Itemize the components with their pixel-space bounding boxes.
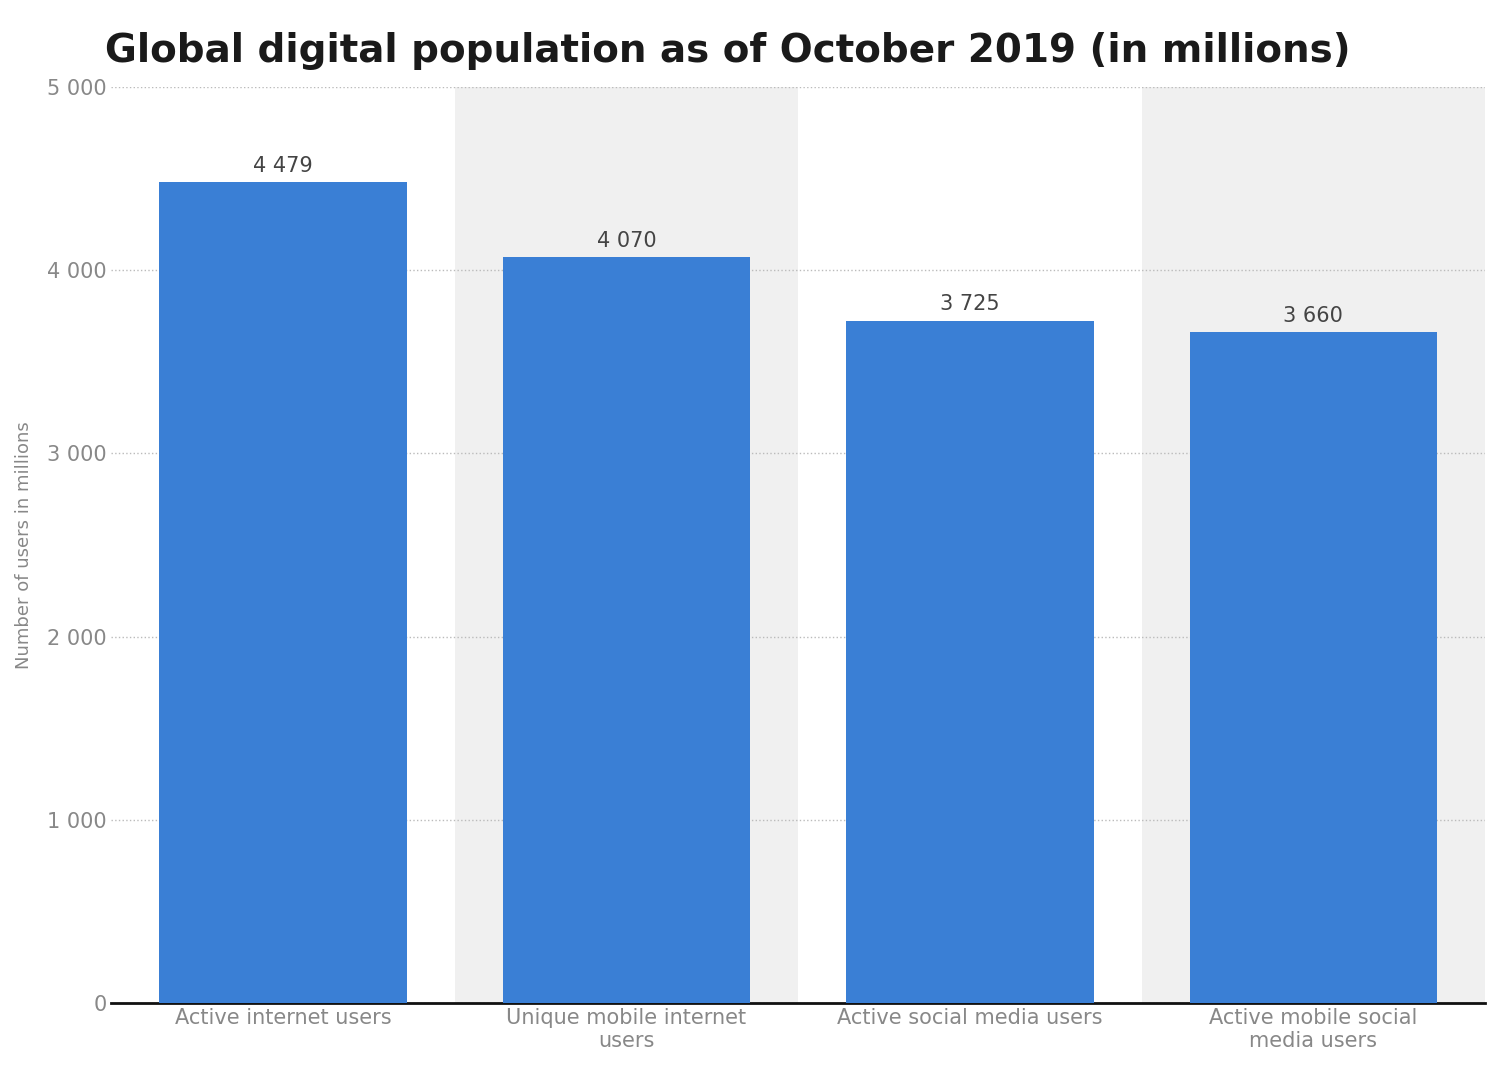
Bar [1142, 87, 1485, 1003]
Text: 3 660: 3 660 [1284, 306, 1342, 326]
Text: 4 479: 4 479 [254, 156, 314, 176]
Bar [846, 321, 1094, 1003]
Y-axis label: Number of users in millions: Number of users in millions [15, 421, 33, 668]
Bar [159, 182, 407, 1003]
Text: 3 725: 3 725 [940, 294, 999, 314]
Bar [503, 257, 750, 1003]
Bar [454, 87, 798, 1003]
Bar [1190, 333, 1437, 1003]
Text: Global digital population as of October 2019 (in millions): Global digital population as of October … [105, 32, 1350, 70]
Text: 4 070: 4 070 [597, 231, 657, 251]
